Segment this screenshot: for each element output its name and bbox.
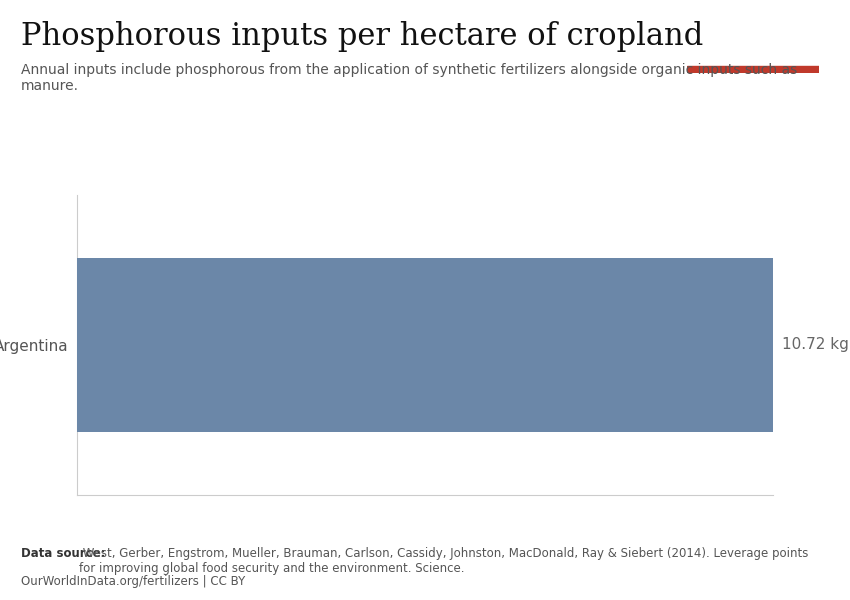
Bar xyxy=(687,66,819,73)
Text: West, Gerber, Engstrom, Mueller, Brauman, Carlson, Cassidy, Johnston, MacDonald,: West, Gerber, Engstrom, Mueller, Brauman… xyxy=(79,547,808,575)
Text: OurWorldInData.org/fertilizers | CC BY: OurWorldInData.org/fertilizers | CC BY xyxy=(21,575,246,588)
Text: Phosphorous inputs per hectare of cropland: Phosphorous inputs per hectare of cropla… xyxy=(21,21,704,52)
Text: Our World
in Data: Our World in Data xyxy=(722,25,784,53)
Text: Annual inputs include phosphorous from the application of synthetic fertilizers : Annual inputs include phosphorous from t… xyxy=(21,63,797,93)
Text: Data source:: Data source: xyxy=(21,547,105,560)
Text: 10.72 kg: 10.72 kg xyxy=(782,337,849,352)
Bar xyxy=(76,259,774,431)
